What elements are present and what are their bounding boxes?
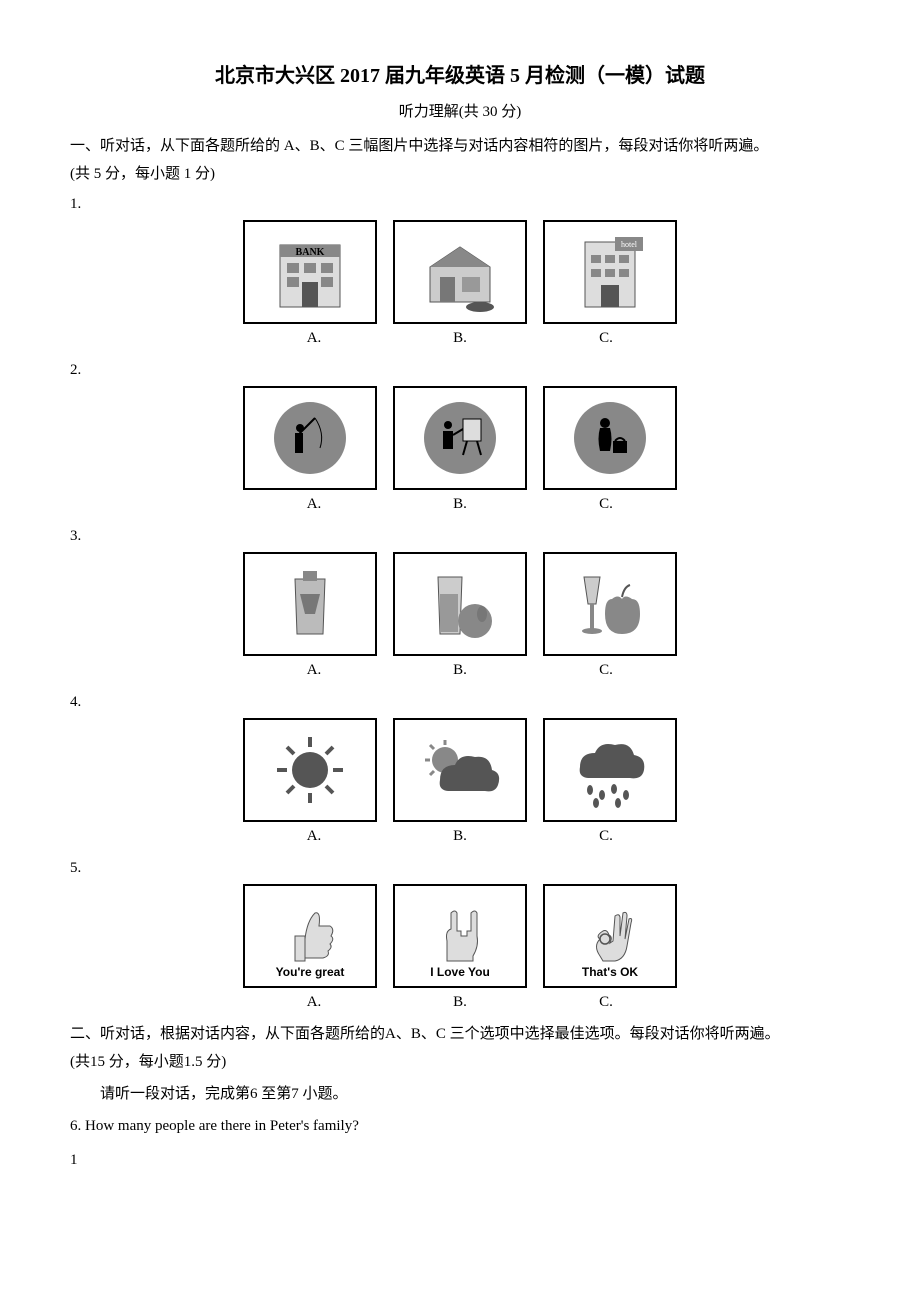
thumbsup-icon: [275, 901, 345, 971]
page-title: 北京市大兴区 2017 届九年级英语 5 月检测（一模）试题: [70, 60, 850, 92]
option-image-thumbsup: You're great: [243, 884, 377, 988]
option-label: B.: [395, 824, 525, 848]
bank-icon: BANK: [265, 227, 355, 317]
option-image-fishing: [243, 386, 377, 490]
pouch-icon: [265, 559, 355, 649]
option-image-hotel: hotel: [543, 220, 677, 324]
store-icon: [410, 227, 510, 317]
option-image-painting: [393, 386, 527, 490]
bank-text: BANK: [296, 247, 325, 258]
page-number: 1: [70, 1148, 850, 1172]
option-label: C.: [541, 492, 671, 516]
option-row: You're great I Love You That's OK: [70, 884, 850, 988]
rain-icon: [560, 725, 660, 815]
question-number: 4.: [70, 690, 850, 714]
subtitle: 听力理解(共 30 分): [70, 100, 850, 124]
option-image-love: I Love You: [393, 884, 527, 988]
option-label: A.: [249, 658, 379, 682]
option-image-sun-cloud: [393, 718, 527, 822]
option-labels: A. B. C.: [70, 326, 850, 350]
option-label: C.: [541, 824, 671, 848]
option-label: B.: [395, 990, 525, 1014]
option-image-buying: [543, 386, 677, 490]
option-row: [70, 552, 850, 656]
option-labels: A. B. C.: [70, 492, 850, 516]
sun-cloud-icon: [410, 725, 510, 815]
option-image-bank: BANK: [243, 220, 377, 324]
option-label: A.: [249, 990, 379, 1014]
option-label: A.: [249, 326, 379, 350]
section1-instruction: 一、听对话，从下面各题所给的 A、B、C 三幅图片中选择与对话内容相符的图片，每…: [70, 134, 850, 158]
wine-apple-icon: [560, 559, 660, 649]
option-labels: A. B. C.: [70, 990, 850, 1014]
option-label: B.: [395, 492, 525, 516]
option-label: C.: [541, 990, 671, 1014]
sun-icon: [265, 725, 355, 815]
option-row: [70, 386, 850, 490]
hotel-icon: hotel: [565, 227, 655, 317]
option-label: A.: [249, 492, 379, 516]
question-6: 6. How many people are there in Peter's …: [70, 1114, 850, 1138]
hotel-text: hotel: [621, 240, 638, 249]
option-label: A.: [249, 824, 379, 848]
question-number: 3.: [70, 524, 850, 548]
option-image-store: [393, 220, 527, 324]
question-number: 1.: [70, 192, 850, 216]
option-image-rain: [543, 718, 677, 822]
ok-caption: That's OK: [582, 963, 638, 982]
option-image-wine-apple: [543, 552, 677, 656]
option-image-orange-juice: [393, 552, 527, 656]
thumbsup-caption: You're great: [276, 963, 345, 982]
ok-hand-icon: [575, 901, 645, 971]
love-caption: I Love You: [430, 963, 490, 982]
option-row: BANK hotel: [70, 220, 850, 324]
option-image-sun: [243, 718, 377, 822]
question-number: 5.: [70, 856, 850, 880]
section2-instruction: 二、听对话，根据对话内容，从下面各题所给的A、B、C 三个选项中选择最佳选项。每…: [70, 1022, 850, 1046]
option-image-pouch: [243, 552, 377, 656]
buying-icon: [565, 393, 655, 483]
option-label: B.: [395, 658, 525, 682]
section2-sub: 请听一段对话，完成第6 至第7 小题。: [70, 1082, 850, 1106]
option-labels: A. B. C.: [70, 824, 850, 848]
option-label: C.: [541, 658, 671, 682]
section1-points: (共 5 分，每小题 1 分): [70, 162, 850, 186]
love-hand-icon: [425, 901, 495, 971]
option-label: B.: [395, 326, 525, 350]
section2-points: (共15 分，每小题1.5 分): [70, 1050, 850, 1074]
option-label: C.: [541, 326, 671, 350]
option-labels: A. B. C.: [70, 658, 850, 682]
option-image-ok: That's OK: [543, 884, 677, 988]
painting-icon: [415, 393, 505, 483]
question-number: 2.: [70, 358, 850, 382]
option-row: [70, 718, 850, 822]
fishing-icon: [265, 393, 355, 483]
orange-juice-icon: [410, 559, 510, 649]
